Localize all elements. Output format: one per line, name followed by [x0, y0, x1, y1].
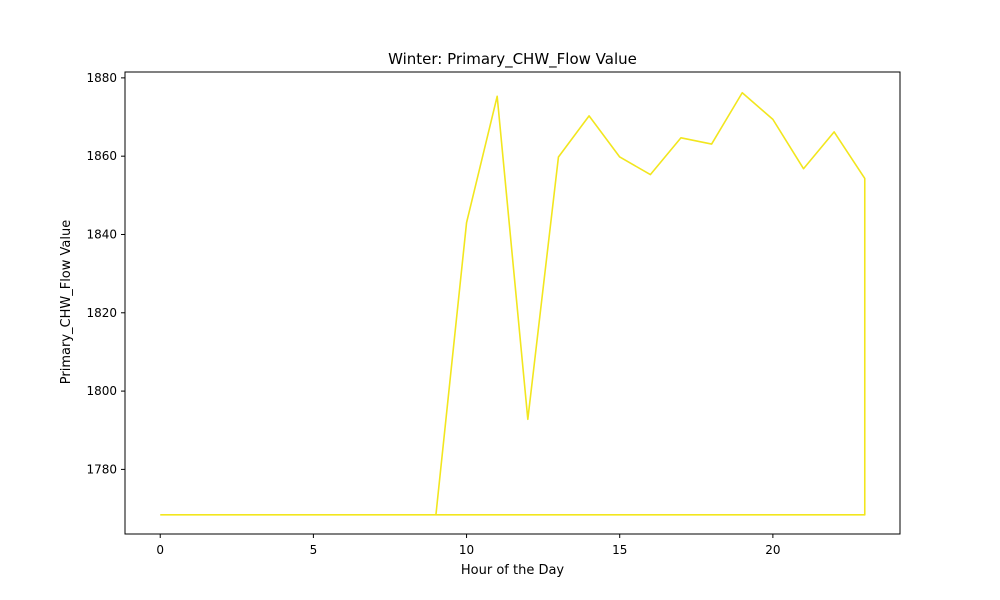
y-tick-label-3: 1840 — [86, 227, 117, 241]
x-tick-label-0: 0 — [156, 543, 164, 557]
x-axis-label: Hour of the Day — [461, 563, 565, 578]
x-tick-label-4: 20 — [765, 543, 780, 557]
y-tick-label-5: 1880 — [86, 71, 117, 85]
chart-title: Winter: Primary_CHW_Flow Value — [388, 50, 637, 69]
plot-area — [160, 91, 866, 516]
x-tick-label-1: 5 — [310, 543, 318, 557]
plot-frame — [124, 71, 901, 535]
x-tick-label-2: 10 — [459, 543, 474, 557]
series-line-0 — [160, 91, 866, 516]
y-tick-label-1: 1800 — [86, 384, 117, 398]
y-tick-label-2: 1820 — [86, 306, 117, 320]
y-axis-label: Primary_CHW_Flow Value — [59, 220, 74, 384]
y-tick-label-0: 1780 — [86, 462, 117, 476]
axis-ticks: 0 5 10 15 20 1780 1800 1820 1840 1860 1880 — [86, 71, 780, 557]
y-tick-label-4: 1860 — [86, 149, 117, 163]
x-tick-label-3: 15 — [612, 543, 627, 557]
